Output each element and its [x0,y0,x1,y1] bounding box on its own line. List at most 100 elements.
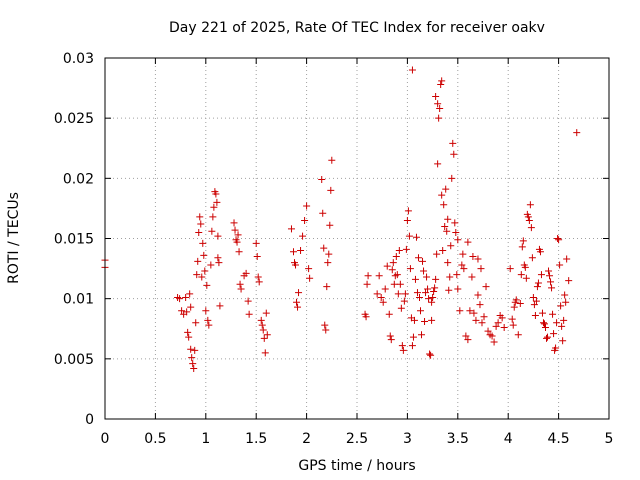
data-point [176,295,184,303]
data-point [364,272,372,280]
data-point [421,318,429,326]
data-point [540,320,548,328]
data-point [373,290,381,298]
y-axis-label: ROTI / TECUs [6,192,22,284]
data-point [524,213,532,221]
data-point [444,259,452,267]
data-point [541,324,549,332]
data-point [295,289,303,297]
y-tick-label: 0.015 [54,232,94,248]
data-point [517,271,525,279]
data-point [426,350,434,358]
data-point [474,291,482,299]
data-point [417,307,425,315]
data-point [450,150,458,158]
data-point [185,333,193,341]
data-point [538,309,546,317]
data-point [200,251,208,259]
data-point [464,336,472,344]
data-point [242,269,250,277]
data-point [420,267,428,275]
data-point [544,333,552,341]
data-point [442,185,450,193]
x-tick-label: 4.5 [547,431,569,447]
data-point [468,273,476,281]
data-point [197,220,205,228]
data-point [401,290,409,298]
data-point [434,160,442,168]
x-tick-label: 5 [605,431,614,447]
data-point [446,273,454,281]
data-point [237,285,245,293]
data-point [469,253,477,261]
data-point [379,298,387,306]
data-point [261,349,269,357]
data-point [418,331,426,339]
data-point [294,303,302,311]
data-point [258,321,266,329]
data-point [472,316,480,324]
data-point [398,342,406,350]
data-point [428,298,436,306]
y-tick-label: 0.03 [63,51,94,67]
data-point [363,280,371,288]
data-point [432,93,440,101]
data-point [558,322,566,330]
x-tick-label: 1 [201,431,210,447]
data-point [187,303,195,311]
data-point [554,235,562,242]
x-tick-label: 3 [403,431,412,447]
data-point [536,248,544,256]
data-point [533,283,541,291]
data-point [537,271,545,279]
data-point [406,265,414,273]
data-point [438,77,446,85]
data-point [255,278,263,286]
data-point [430,287,438,295]
data-point [546,272,554,280]
data-point [562,298,570,306]
data-point [545,267,553,275]
data-point [438,191,446,199]
data-point [202,307,210,315]
data-point [552,344,560,352]
data-point [433,250,441,258]
data-point [259,326,267,334]
data-point [245,310,253,318]
data-point [423,273,431,281]
data-point [448,174,456,182]
data-point [201,267,209,275]
data-point [182,293,190,301]
data-point [381,285,389,293]
data-point [434,100,442,108]
data-point [548,284,556,292]
data-point [193,271,201,279]
data-point [428,316,436,324]
y-tick-label: 0.025 [54,111,94,127]
x-tick-label: 2.5 [346,431,368,447]
data-point [204,316,212,324]
data-point [214,254,222,262]
data-point [230,219,238,227]
x-tick-label: 4 [504,431,513,447]
data-point [183,308,191,316]
data-point [556,261,564,269]
y-tick-label: 0.01 [63,292,94,308]
data-point [396,280,404,288]
data-points [101,66,581,372]
data-point [216,302,224,310]
data-point [207,261,215,269]
data-point [187,345,195,353]
data-point [254,273,262,281]
data-point [320,244,328,252]
data-point [441,222,449,230]
data-point [414,254,422,262]
data-point [456,307,464,315]
data-point [454,236,462,244]
data-point [208,227,216,235]
data-point [437,80,445,88]
data-point [389,259,397,267]
data-point [199,239,207,247]
data-point [244,297,252,305]
data-point [289,248,297,256]
